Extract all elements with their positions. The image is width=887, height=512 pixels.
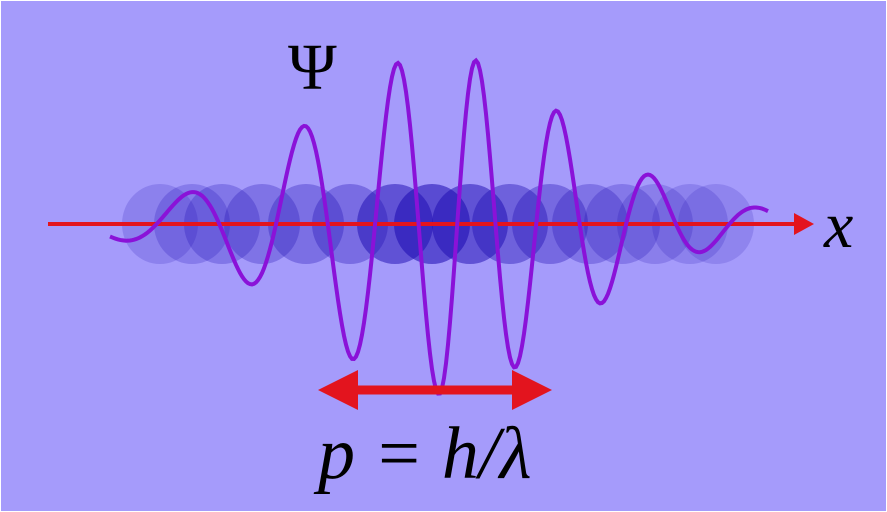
x-axis-arrowhead — [794, 213, 814, 235]
x-axis-arrow — [48, 213, 814, 235]
de-broglie-equation: p = h/λ — [318, 413, 532, 495]
x-axis-label: x — [824, 189, 854, 262]
momentum-arrowhead-right — [512, 370, 552, 410]
momentum-double-arrow — [318, 370, 552, 410]
psi-label: Ψ — [288, 31, 337, 104]
momentum-arrowhead-left — [318, 370, 358, 410]
